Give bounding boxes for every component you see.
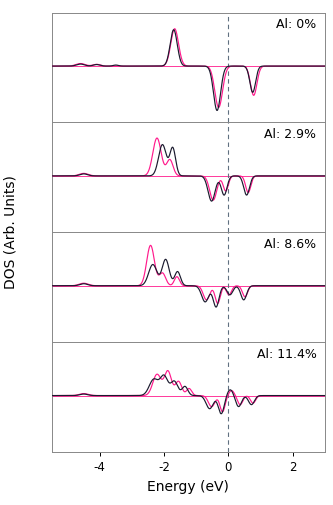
- Text: DOS (Arb. Units): DOS (Arb. Units): [4, 175, 18, 289]
- X-axis label: Energy (eV): Energy (eV): [147, 480, 229, 493]
- Text: Al: 11.4%: Al: 11.4%: [257, 347, 316, 361]
- Text: Al: 2.9%: Al: 2.9%: [264, 128, 316, 141]
- Text: Al: 8.6%: Al: 8.6%: [264, 238, 316, 251]
- Text: Al: 0%: Al: 0%: [276, 18, 316, 31]
